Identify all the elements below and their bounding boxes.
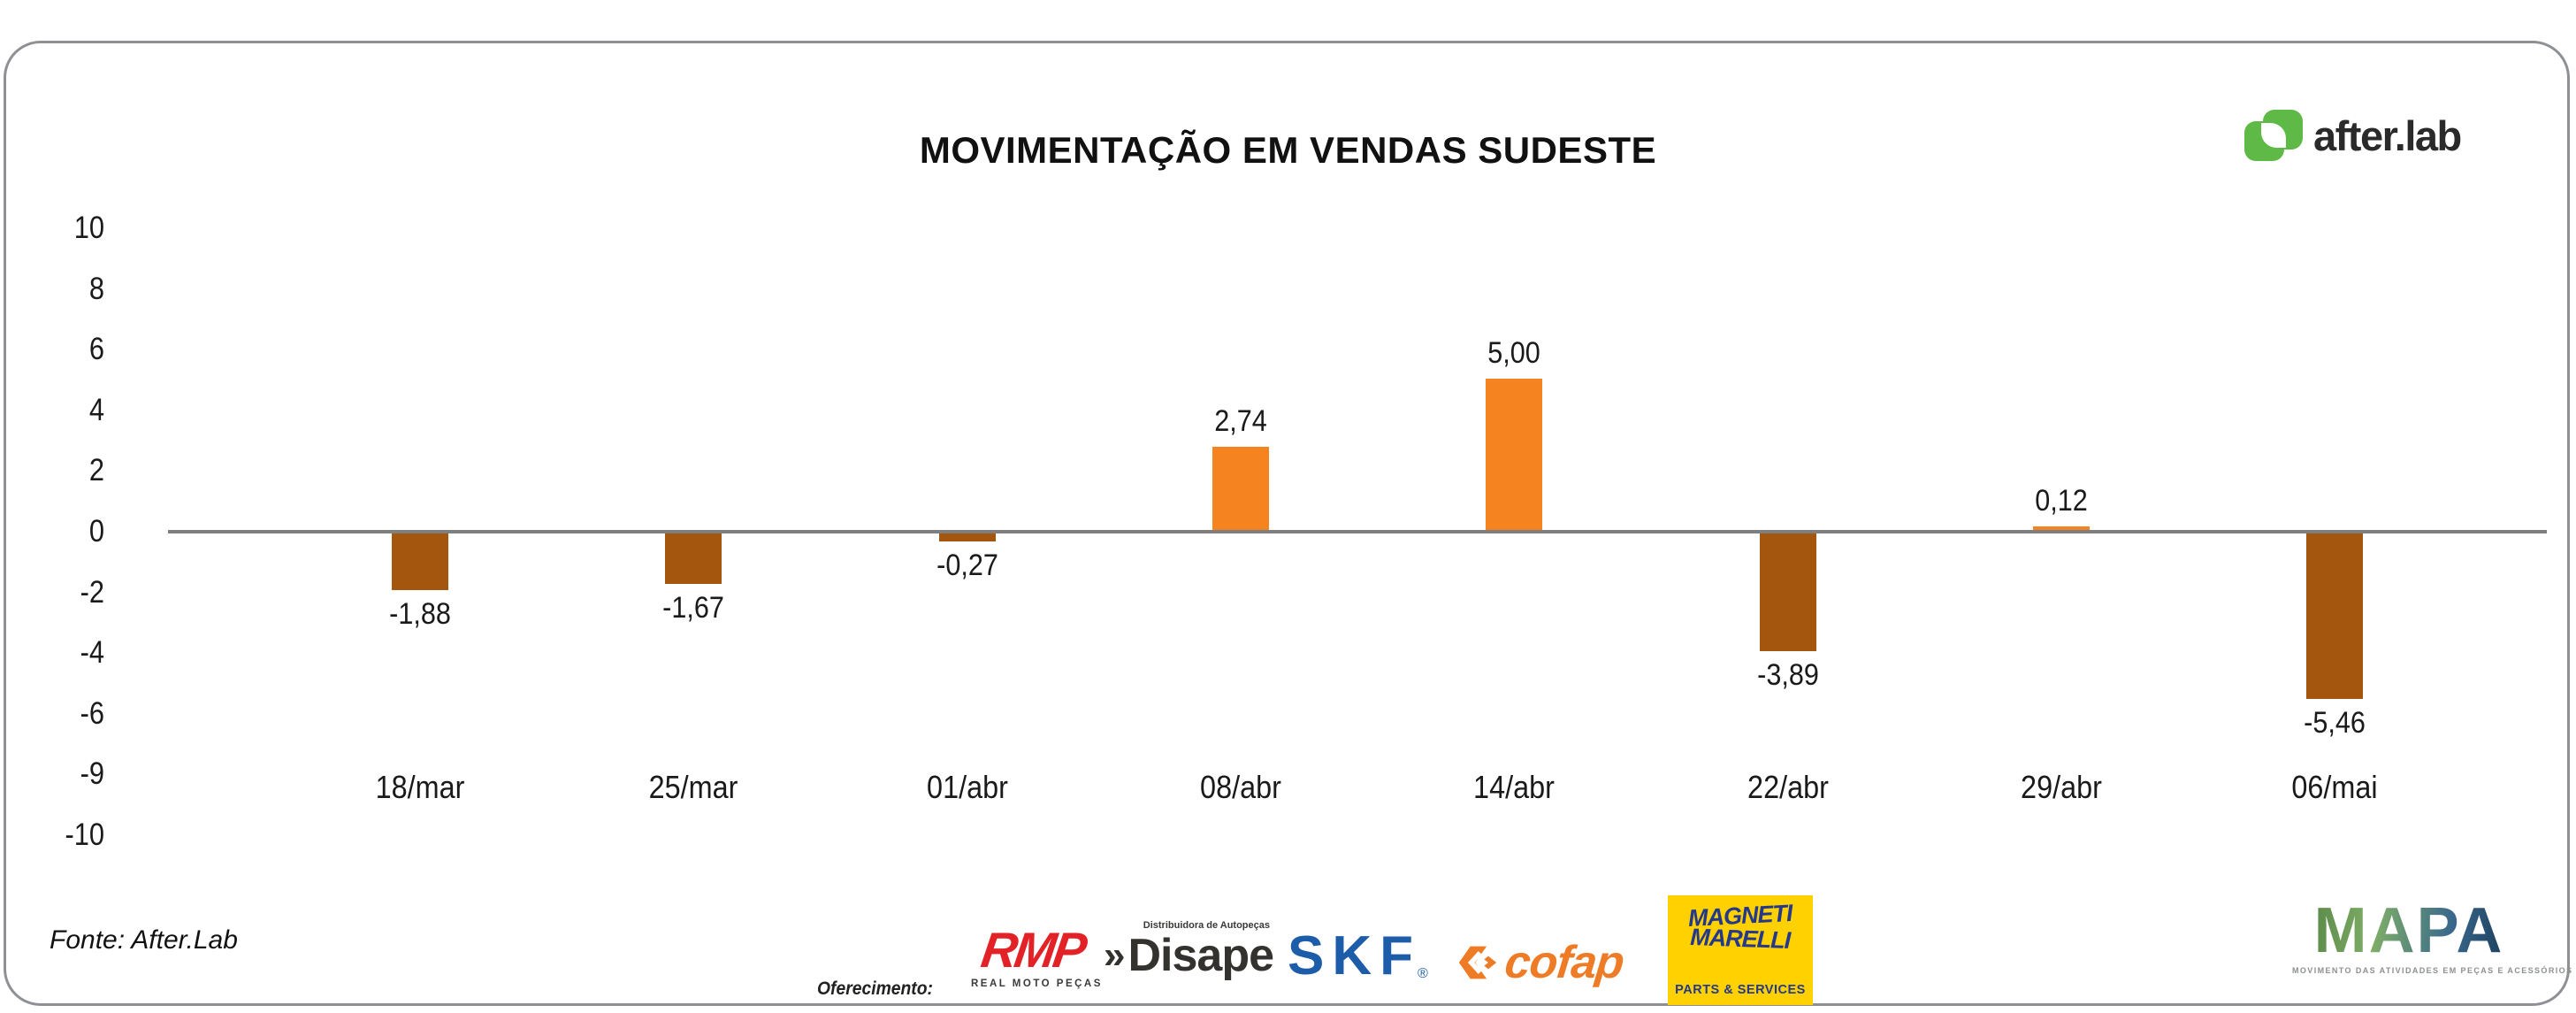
x-axis-zero-line: [168, 530, 2547, 533]
y-axis-tick-label: -9: [80, 756, 104, 792]
y-axis-tick-label: 10: [73, 211, 104, 245]
bar-14/abr: [1486, 378, 1543, 530]
cofap-arrow-icon: [1458, 946, 1497, 979]
x-axis-label: 29/abr: [2020, 769, 2102, 805]
bar-29/abr: [2032, 526, 2090, 530]
y-axis-tick-label: -10: [65, 817, 104, 852]
x-axis-label: 01/abr: [926, 769, 1008, 805]
y-axis-tick-label: 4: [88, 392, 104, 427]
chart-card: [4, 41, 2570, 1006]
bar-value-label: -1,67: [662, 591, 725, 625]
sponsor-skf-logo: SKF ®: [1288, 925, 1428, 986]
bar-value-label: -5,46: [2304, 706, 2366, 741]
sponsor-rmp-logo: RMP REAL MOTO PEÇAS: [971, 922, 1103, 989]
y-axis-tick-label: -4: [80, 635, 104, 671]
rmp-subtitle: REAL MOTO PEÇAS: [971, 978, 1103, 989]
mapa-wordmark: MAPA: [2292, 899, 2526, 963]
bar-06/mai: [2306, 533, 2364, 700]
x-axis-label: 22/abr: [1747, 769, 1829, 805]
y-axis-tick-label: -2: [80, 574, 104, 610]
y-axis-tick-label: 6: [88, 332, 104, 367]
skf-wordmark: SKF: [1288, 925, 1421, 986]
x-axis-label: 25/mar: [648, 769, 738, 805]
bar-value-label: 2,74: [1214, 404, 1267, 439]
magneti-marelli-wordmark: MAGNETI MARELLI: [1688, 900, 1793, 954]
sponsorship-label: Oferecimento:: [817, 978, 933, 999]
afterlab-leaf-icon: [2244, 110, 2303, 161]
y-axis-tick-label: -6: [80, 695, 104, 731]
afterlab-wordmark: after.lab: [2313, 111, 2462, 159]
bar-value-label: -1,88: [389, 597, 451, 632]
mapa-subtitle: MOVIMENTO DAS ATIVIDADES EM PEÇAS E ACES…: [2292, 966, 2573, 975]
sponsor-disape-logo: Distribuidora de Autopeças » Disape: [1104, 920, 1274, 981]
chart-title: MOVIMENTAÇÃO EM VENDAS SUDESTE: [919, 129, 1657, 171]
sponsor-cofap-logo: cofap: [1457, 936, 1626, 989]
bar-value-label: -3,89: [1756, 658, 1819, 693]
afterlab-logo: after.lab: [2244, 110, 2462, 161]
rmp-wordmark: RMP: [977, 922, 1089, 978]
mapa-logo: MAPA MOVIMENTO DAS ATIVIDADES EM PEÇAS E…: [2292, 899, 2573, 975]
disape-subtitle: Distribuidora de Autopeças: [1143, 920, 1270, 931]
bar-value-label: 5,00: [1487, 335, 1540, 370]
double-chevron-icon: »: [1104, 933, 1126, 977]
registered-mark-icon: ®: [1418, 966, 1428, 981]
bar-25/mar: [665, 533, 722, 585]
bar-value-label: -0,27: [936, 549, 998, 583]
sponsor-magneti-marelli-logo: MAGNETI MARELLI PARTS & SERVICES: [1668, 895, 1813, 1005]
x-axis-label: 14/abr: [1473, 769, 1556, 805]
bar-value-label: 0,12: [2035, 483, 2088, 518]
y-axis-tick-label: 2: [88, 453, 104, 488]
cofap-wordmark: cofap: [1502, 937, 1626, 988]
disape-wordmark-row: » Disape: [1104, 930, 1274, 981]
bar-18/mar: [392, 533, 448, 591]
bar-01/abr: [938, 533, 996, 542]
leaf-cutout: [2261, 123, 2286, 148]
source-note: Fonte: After.Lab: [50, 925, 238, 955]
y-axis-tick-label: 8: [88, 271, 104, 306]
x-axis-label: 08/abr: [1199, 769, 1281, 805]
bar-22/abr: [1759, 533, 1816, 652]
marelli-line: MARELLI: [1690, 924, 1791, 954]
bar-08/abr: [1212, 447, 1269, 530]
x-axis-label: 06/mai: [2291, 769, 2378, 805]
x-axis-label: 18/mar: [375, 769, 465, 805]
y-axis-tick-label: 0: [88, 514, 104, 549]
magneti-subtitle: PARTS & SERVICES: [1675, 983, 1806, 997]
disape-wordmark: Disape: [1127, 930, 1274, 981]
